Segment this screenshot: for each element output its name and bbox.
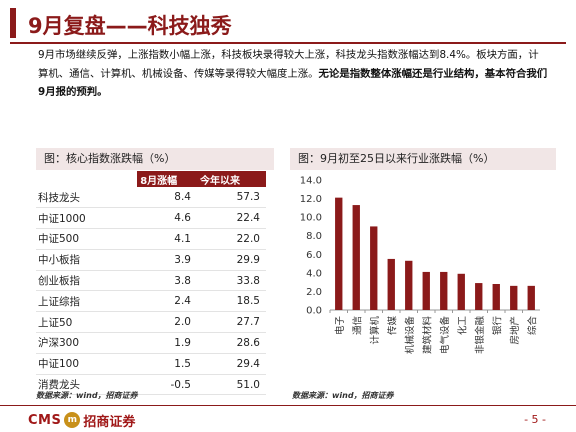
slide-title-bar: 9月复盘——科技独秀 [10, 6, 570, 44]
company-logo: CMS m 招商证券 [28, 411, 136, 430]
table-row: 消费龙头 -0.5 51.0 [36, 374, 266, 396]
bar-传媒 [387, 258, 395, 310]
row-aug-change: -0.5 [137, 374, 197, 396]
bar-综合 [527, 285, 535, 310]
x-category-label: 计算机 [369, 316, 381, 345]
y-tick-label: 10.0 [300, 213, 322, 224]
row-ytd-change: 22.4 [196, 207, 266, 230]
slide-title: 9月复盘——科技独秀 [28, 14, 232, 38]
x-category-label: 房地产 [509, 316, 521, 345]
row-aug-change: 1.9 [137, 332, 197, 354]
row-name: 中证100 [36, 353, 138, 375]
logo-cms-text: CMS [28, 412, 62, 428]
summary-text: 9月市场继续反弹，上涨指数小幅上涨，科技板块录得较大上涨，科技龙头指数涨幅达到8… [38, 49, 539, 80]
bar-银行 [492, 284, 500, 310]
header-aug: 8月涨幅 [137, 171, 197, 187]
table-row: 中证1000 4.6 22.4 [36, 207, 266, 230]
table-row: 创业板指 3.8 33.8 [36, 270, 266, 292]
header-ytd: 今年以来 [196, 171, 266, 187]
x-category-label: 银行 [491, 316, 503, 336]
chart-source-note: 数据来源：wind，招商证券 [292, 391, 394, 400]
table-row: 中证100 1.5 29.4 [36, 353, 266, 375]
y-tick-label: 12.0 [300, 194, 322, 205]
bar-电子 [335, 197, 343, 310]
logo-company-name: 招商证券 [83, 414, 136, 430]
table-header-row: 8月涨幅 今年以来 [36, 171, 266, 187]
row-aug-change: 3.8 [137, 270, 197, 292]
row-name: 创业板指 [36, 270, 138, 292]
bar-建筑材料 [422, 271, 430, 310]
summary-emphasis: 无论是指数整体涨幅还是行业结构，基本符合我们9月报的预判。 [38, 67, 548, 99]
x-category-label: 电气设备 [439, 316, 451, 355]
table-panel-title: 图：核心指数涨跌幅（%） [36, 148, 274, 170]
table-row: 科技龙头 8.4 57.3 [36, 187, 266, 209]
x-category-label: 电子 [334, 316, 346, 336]
bar-房地产 [510, 285, 518, 310]
x-category-label: 非银金融 [474, 316, 486, 355]
row-name: 上证综指 [36, 290, 138, 313]
title-accent-bar [10, 8, 16, 38]
table-row: 中证500 4.1 22.0 [36, 228, 266, 250]
row-aug-change: 2.4 [137, 290, 197, 313]
row-name: 中证1000 [36, 207, 138, 230]
table-row: 上证50 2.0 27.7 [36, 311, 266, 334]
y-tick-label: 14.0 [300, 176, 322, 187]
core-index-table: 8月涨幅 今年以来 科技龙头 8.4 57.3 中证1000 4.6 22.4 中证500 4… [36, 171, 266, 396]
row-name: 消费龙头 [36, 374, 138, 396]
row-ytd-change: 29.9 [196, 249, 266, 271]
bar-计算机 [370, 226, 378, 310]
row-ytd-change: 18.5 [196, 290, 266, 313]
row-ytd-change: 57.3 [196, 187, 266, 209]
table-row: 沪深300 1.9 28.6 [36, 332, 266, 354]
row-ytd-change: 22.0 [196, 228, 266, 250]
bar-机械设备 [405, 260, 413, 310]
industry-bar-chart: 0.0 2.0 4.0 6.0 8.0 10.0 12.0 14.0 电子 通信 计算机 传媒 机械设备… [300, 176, 540, 355]
logo-mark-icon: m [64, 412, 81, 428]
y-tick-label: 4.0 [306, 268, 322, 279]
chart-panel-title: 图：9月初至25日以来行业涨跌幅（%） [290, 148, 556, 170]
x-category-label: 传媒 [386, 316, 398, 336]
row-ytd-change: 27.7 [196, 311, 266, 334]
x-category-label: 建筑材料 [421, 316, 433, 355]
bar-电气设备 [440, 271, 448, 310]
title-underline [10, 42, 566, 44]
header-name [36, 171, 138, 187]
row-aug-change: 4.6 [137, 207, 197, 230]
row-aug-change: 4.1 [137, 228, 197, 250]
x-category-label: 通信 [351, 316, 363, 335]
page-number: - 5 - [524, 413, 546, 426]
y-tick-label: 0.0 [306, 306, 322, 317]
row-aug-change: 3.9 [137, 249, 197, 271]
bar-非银金融 [475, 283, 483, 310]
table-source-note: 数据来源：wind，招商证券 [36, 391, 138, 400]
row-name: 中小板指 [36, 249, 138, 271]
table-row: 上证综指 2.4 18.5 [36, 290, 266, 313]
row-name: 沪深300 [36, 332, 138, 354]
x-category-label: 综合 [526, 316, 538, 336]
row-name: 上证50 [36, 311, 138, 334]
row-name: 科技龙头 [36, 187, 138, 209]
row-aug-change: 2.0 [137, 311, 197, 334]
footer-divider [0, 405, 576, 406]
row-ytd-change: 28.6 [196, 332, 266, 354]
row-ytd-change: 51.0 [196, 374, 266, 396]
y-tick-label: 2.0 [306, 287, 322, 298]
bar-化工 [457, 273, 465, 310]
bar-通信 [352, 205, 360, 310]
table-row: 中小板指 3.9 29.9 [36, 249, 266, 271]
x-category-label: 机械设备 [404, 316, 416, 355]
row-aug-change: 8.4 [137, 187, 197, 209]
summary-paragraph: 9月市场继续反弹，上涨指数小幅上涨，科技板块录得较大上涨，科技龙头指数涨幅达到8… [38, 46, 548, 102]
row-aug-change: 1.5 [137, 353, 197, 375]
x-category-label: 化工 [456, 316, 468, 336]
row-ytd-change: 33.8 [196, 270, 266, 292]
y-tick-label: 8.0 [306, 231, 322, 242]
row-name: 中证500 [36, 228, 138, 250]
y-tick-label: 6.0 [306, 250, 322, 261]
row-ytd-change: 29.4 [196, 353, 266, 375]
